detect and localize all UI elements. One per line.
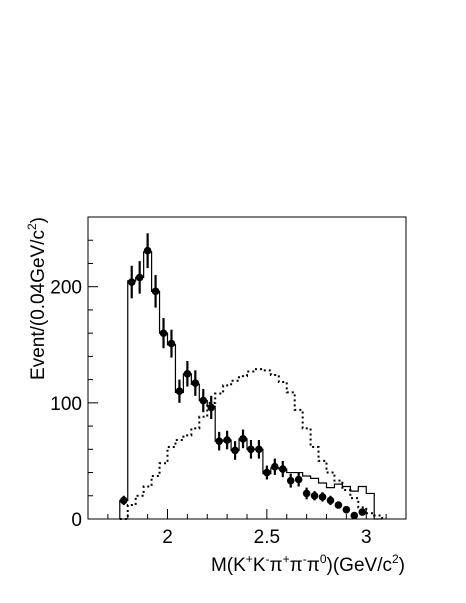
axis-ticks: 2 2.5 3 0 100 200 (50, 216, 407, 548)
y-tick-label: 200 (50, 278, 82, 299)
data-point (358, 508, 367, 516)
x-tick-label: 3 (361, 527, 372, 548)
data-point (247, 445, 255, 454)
data-point (223, 436, 231, 444)
x-axis-label: M(K+K-π+π-π0)(GeV/c2) (211, 552, 405, 576)
data-point (318, 493, 327, 501)
plot-frame (87, 216, 407, 520)
data-point (127, 278, 136, 286)
y-tick-label: 100 (50, 394, 82, 415)
y-tick-label: 0 (71, 510, 82, 531)
data-point (263, 468, 271, 477)
x-tick-label: 2 (162, 527, 173, 548)
solid-histogram-line (119, 251, 383, 520)
data-point (151, 287, 160, 296)
data-point (207, 403, 216, 412)
y-axis-label: Event/(0.04GeV/c2) (25, 217, 49, 380)
data-point (294, 475, 303, 484)
data-point (302, 489, 311, 498)
data-point (191, 379, 200, 387)
data-point (271, 462, 279, 471)
data-point (143, 246, 152, 255)
data-point (310, 491, 319, 500)
data-point (286, 476, 295, 485)
data-point (159, 329, 168, 337)
data-point (350, 511, 359, 520)
data-points-series (119, 233, 367, 520)
data-point (119, 496, 128, 505)
data-point (175, 387, 184, 396)
data-point (183, 370, 192, 378)
data-point (334, 501, 343, 509)
solid-histogram-series (119, 251, 383, 520)
x-tick-label: 2.5 (254, 527, 280, 548)
data-point (167, 339, 176, 348)
data-point (135, 273, 144, 282)
data-point (342, 505, 351, 514)
data-point (199, 396, 208, 405)
data-point (231, 446, 239, 455)
data-point (239, 435, 247, 443)
data-point (278, 465, 287, 473)
data-point (255, 445, 263, 454)
data-point (326, 496, 335, 505)
data-point (215, 437, 223, 445)
